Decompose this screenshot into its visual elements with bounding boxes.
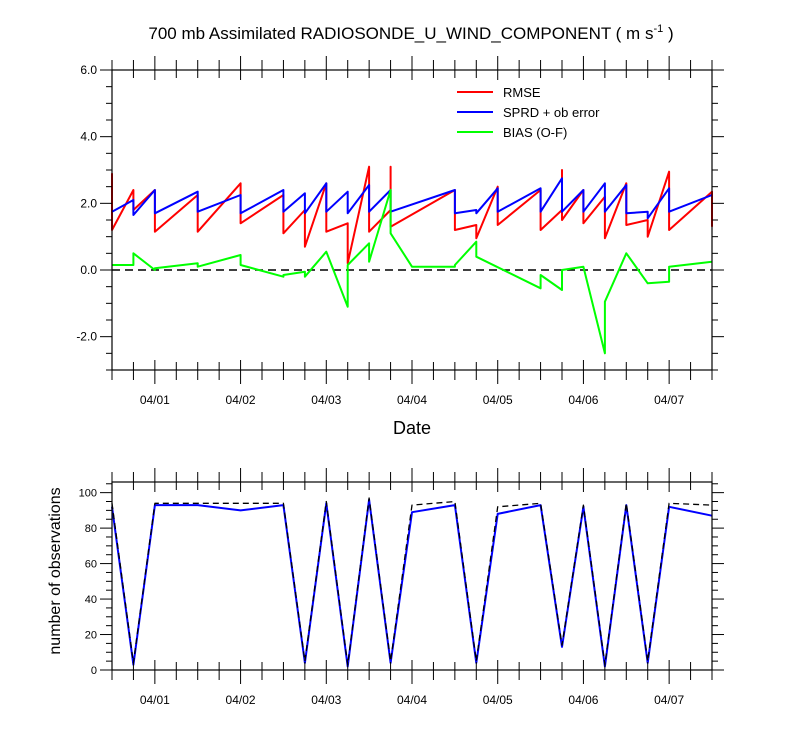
x-tick-label: 04/01 [140,393,170,407]
y-tick-label: 0 [91,665,97,677]
chart-title-superscript: -1 [653,23,663,35]
y-tick-label: 6.0 [80,63,97,77]
x-tick-label: 04/02 [226,693,256,707]
y-axis-label: number of observations [47,487,64,654]
x-tick-label: 04/03 [311,393,341,407]
x-tick-label: 04/05 [483,393,513,407]
x-tick-label: 04/01 [140,693,170,707]
series-line-observations-possible [111,497,713,666]
x-axis-label: Date [393,418,431,438]
y-tick-label: -2.0 [76,330,97,344]
series-line-rmse [111,165,713,265]
chart-legend: RMSE SPRD + ob error BIAS (O-F) [457,85,600,140]
legend-entry: SPRD + ob error [503,105,600,120]
x-tick-label: 04/06 [568,393,598,407]
y-tick-label: 20 [85,630,97,642]
y-tick-label: 100 [79,488,97,500]
y-tick-label: 40 [85,594,97,606]
y-tick-label: 4.0 [80,130,97,144]
chart-title-main: 700 mb Assimilated RADIOSONDE_U_WIND_COM… [148,24,653,43]
plot-frame [111,481,713,671]
series-line-observations-used [111,498,713,668]
legend-entry: BIAS (O-F) [503,125,567,140]
y-tick-label: 60 [85,559,97,571]
y-tick-label: 0.0 [80,263,97,277]
top-panel: -2.0 0.0 2.0 4.0 6.0 04/01 04/02 04/03 04/04 04/0… [76,56,724,438]
x-tick-label: 04/04 [397,693,427,707]
chart-title: 700 mb Assimilated RADIOSONDE_U_WIND_COM… [148,23,673,43]
x-tick-label: 04/07 [654,393,684,407]
bottom-panel: 0 20 40 60 80 100 04/01 04/02 04/03 04/04 04/05 04/… [47,468,724,707]
y-tick-label: 2.0 [80,196,97,210]
x-tick-label: 04/05 [483,693,513,707]
series-line-sprd-ob-error [111,177,713,220]
x-tick-label: 04/03 [311,693,341,707]
x-tick-label: 04/04 [397,393,427,407]
chart-title-end: ) [663,24,673,43]
series-line-bias-o-f [112,189,713,355]
y-tick-label: 80 [85,523,97,535]
plot-frame [111,69,713,371]
x-tick-label: 04/06 [568,693,598,707]
x-tick-label: 04/07 [654,693,684,707]
x-tick-label: 04/02 [226,393,256,407]
legend-entry: RMSE [503,85,541,100]
